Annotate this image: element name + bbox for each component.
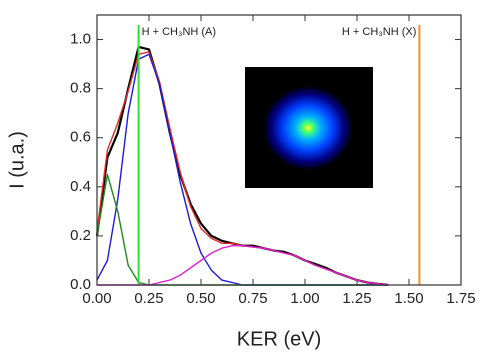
x-tick-label: 1.00 [290, 290, 319, 307]
series-line [97, 246, 388, 285]
y-tick-label: 1.0 [70, 31, 91, 48]
x-axis-label: KER (eV) [237, 328, 321, 350]
threshold-label: H + CH₃NH (X) [342, 26, 416, 38]
y-tick-label: 0.8 [70, 80, 91, 97]
inset-spot [263, 86, 353, 170]
x-tick-label: 0.50 [186, 290, 215, 307]
x-tick-label: 0.25 [134, 290, 163, 307]
x-tick-label: 1.75 [446, 290, 475, 307]
x-tick-label: 1.25 [342, 290, 371, 307]
series-line [97, 175, 388, 286]
threshold-label: H + CH₃NH (A) [142, 26, 216, 38]
chart: I (u.a.) KER (eV) 0.00.20.40.60.81.00.00… [0, 0, 479, 356]
page: I (u.a.) KER (eV) 0.00.20.40.60.81.00.00… [0, 0, 479, 356]
y-tick-label: 0.6 [70, 129, 91, 146]
y-tick-label: 0.2 [70, 227, 91, 244]
y-tick-label: 0.4 [70, 178, 91, 195]
x-tick-label: 0.00 [82, 290, 111, 307]
y-axis-label: I (u.a.) [6, 131, 28, 189]
x-tick-label: 0.75 [238, 290, 267, 307]
x-tick-label: 1.50 [394, 290, 423, 307]
